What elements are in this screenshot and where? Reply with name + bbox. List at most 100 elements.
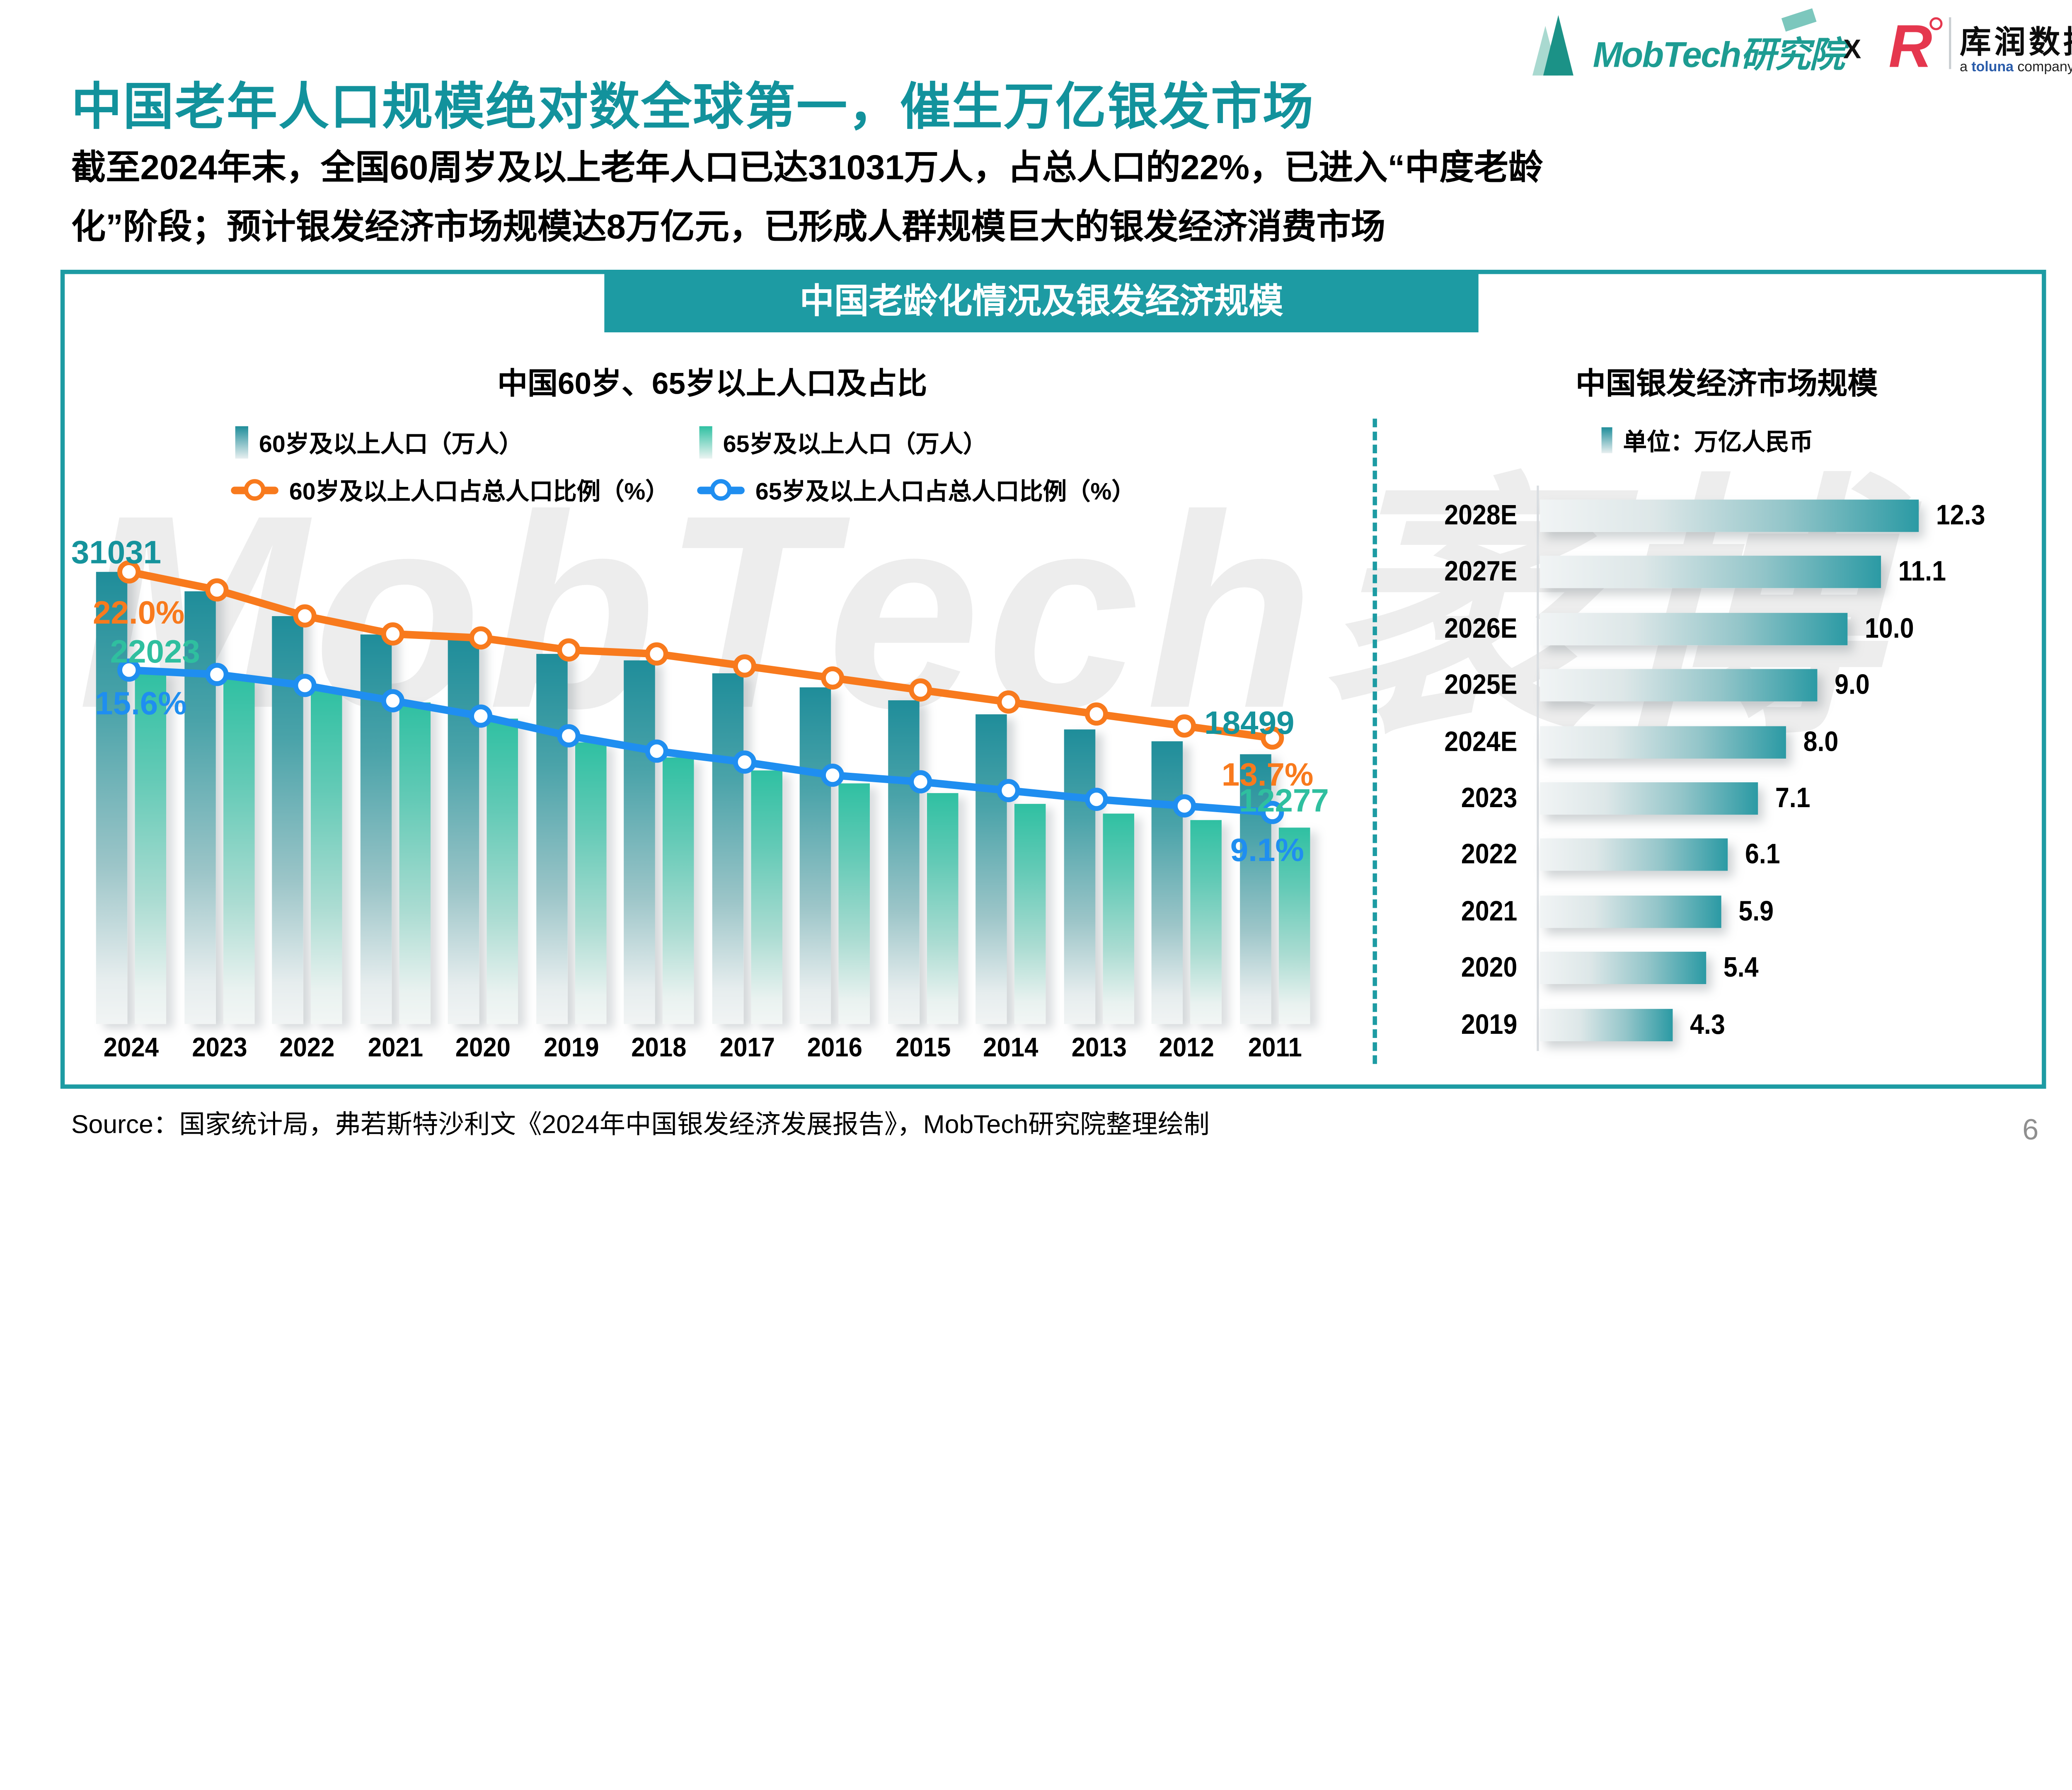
legend-label: 60岁及以上人口占总人口比例（%） [289,478,669,505]
right-bar-year-label: 2026E [1444,612,1518,644]
annotation-pct65-2024: 15.6% [95,686,187,722]
mobtech-logo-text: MobTech研究院 [1593,34,1845,75]
annotation-pop65-2011: 12277 [1239,783,1329,819]
page-title: 中国老年人口规模绝对数全球第一，催生万亿银发市场 [71,77,1314,135]
bar-65plus [750,770,782,1024]
x-axis-label: 2023 [191,1033,247,1063]
bar-60plus [712,673,743,1024]
slide: MobTech研究院 X R 库润数据 a toluna company 中国老… [60,8,2072,1146]
legend-label: 65岁及以上人口占总人口比例（%） [755,478,1135,505]
left-chart-title: 中国60岁、65岁以上人口及占比 [497,367,927,401]
right-bar-year-label: 2028E [1444,498,1518,531]
section-divider [1372,418,1377,1064]
bar-60plus [624,660,655,1024]
right-chart-axis [1537,485,1539,1051]
right-bar-value: 5.4 [1723,951,1759,983]
legend-swatch-pop60 [235,426,248,459]
right-bar [1540,499,1919,532]
right-bar-year-label: 2023 [1461,781,1518,814]
bar-65plus [399,702,430,1024]
bar-60plus [887,700,919,1024]
bar-65plus [1278,827,1310,1024]
bar-65plus [662,757,694,1024]
right-bar [1540,612,1848,645]
legend-line-orange [231,479,278,501]
right-bar [1540,952,1706,984]
annotation-pop60-2024: 31031 [71,535,162,571]
annotation-pct65-2011: 9.1% [1230,833,1304,869]
right-bar-value: 6.1 [1745,837,1780,870]
right-bar-year-label: 2027E [1444,555,1518,588]
legend-item-pct60: 60岁及以上人口占总人口比例（%） [231,473,669,507]
legend-swatch-unit [1601,427,1612,453]
bar-60plus [799,687,831,1024]
bar-60plus [1063,729,1095,1024]
right-bar-value: 7.1 [1775,781,1811,814]
x-axis-label: 2011 [1247,1033,1302,1063]
right-bar [1540,1008,1673,1041]
bar-65plus [838,784,870,1024]
right-bar-value: 10.0 [1865,612,1914,644]
kurun-logo-icon: R [1888,12,1943,80]
kurun-tagline: a toluna company [1960,58,2072,75]
annotation-pct60-2024: 22.0% [92,595,185,631]
source-note: Source：国家统计局，弗若斯特沙利文《2024年中国银发经济发展报告》，Mo… [71,1110,1210,1139]
legend-line-blue [697,479,745,501]
bar-65plus [1014,803,1046,1024]
right-bar-year-label: 2019 [1461,1007,1518,1040]
annotation-pop65-2024: 22023 [110,634,200,670]
right-bar-year-label: 2022 [1461,837,1518,870]
x-axis-label: 2016 [807,1033,862,1063]
x-axis-label: 2024 [103,1033,159,1063]
bar-60plus [975,714,1007,1024]
legend-item-unit: 单位：万亿人民币 [1601,423,1813,457]
legend-item-pct65: 65岁及以上人口占总人口比例（%） [697,473,1135,507]
brand-separator: X [1843,34,1861,65]
mountain-front-icon [1543,15,1573,76]
mobtech-logo-icon [1532,15,1584,76]
x-axis-label: 2015 [895,1033,951,1063]
legend-marker [244,479,266,501]
tagline-pre: a [1960,58,1972,75]
right-bar [1540,782,1759,815]
bar-65plus [311,688,342,1024]
svg-text:R: R [1888,13,1932,75]
legend-marker [710,479,732,501]
x-axis-label: 2018 [631,1033,687,1063]
x-axis-label: 2017 [719,1033,775,1063]
bar-60plus [448,639,479,1024]
tagline-brand: toluna [1971,58,2014,75]
legend-label: 60岁及以上人口（万人） [259,431,523,458]
bar-60plus [1151,741,1183,1024]
right-bar [1540,895,1722,928]
bar-65plus [487,718,518,1024]
logo-divider [1949,17,1951,69]
legend-label: 65岁及以上人口（万人） [723,431,987,458]
bar-60plus [360,634,392,1024]
bar-60plus [96,572,128,1024]
right-bar [1540,839,1728,871]
x-axis-label: 2022 [279,1033,335,1063]
bar-65plus [1190,820,1222,1024]
bar-65plus [926,793,958,1024]
bar-65plus [574,742,606,1024]
bar-65plus [223,677,254,1024]
right-bar-value: 12.3 [1935,498,1985,531]
right-bar [1540,556,1881,589]
x-axis-label: 2019 [543,1033,599,1063]
right-bar [1540,669,1817,702]
bar-65plus [135,671,167,1024]
x-axis-label: 2021 [367,1033,423,1063]
right-bar-value: 4.3 [1689,1007,1725,1040]
right-bar-year-label: 2021 [1461,894,1518,927]
tagline-post: company [2013,58,2072,75]
x-axis-label: 2012 [1159,1033,1214,1063]
right-bar-value: 5.9 [1738,894,1774,927]
unit-label: 单位：万亿人民币 [1623,428,1813,455]
right-bar [1540,726,1786,758]
right-bar-value: 11.1 [1898,555,1946,588]
right-bar-value: 8.0 [1803,724,1839,757]
legend-item-pop65: 65岁及以上人口（万人） [699,425,987,460]
x-axis-label: 2014 [983,1033,1038,1063]
bar-65plus [1102,813,1134,1024]
